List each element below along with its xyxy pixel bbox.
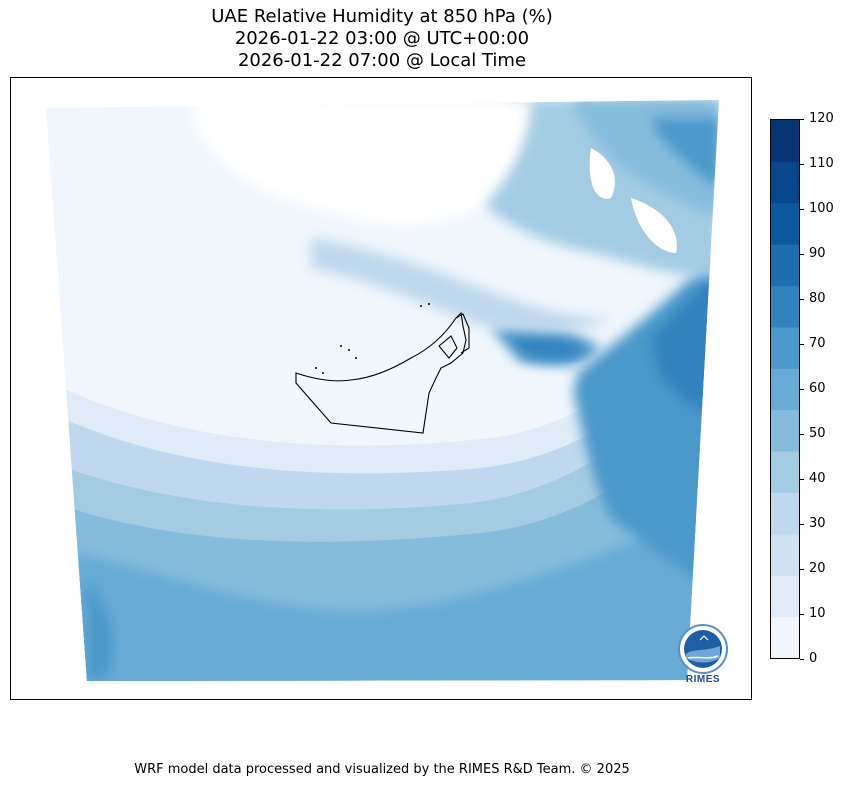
colorbar-bin [771, 326, 799, 369]
footer-credit: WRF model data processed and visualized … [134, 762, 630, 777]
island-markers [315, 303, 430, 374]
tick-label: 10 [809, 606, 826, 621]
tick-mark [800, 434, 804, 435]
tick-label: 70 [809, 336, 826, 351]
domain-field [46, 100, 719, 681]
tick-mark [800, 299, 804, 300]
tick-mark [800, 524, 804, 525]
tick-mark [800, 164, 804, 165]
rimes-logo-text: RIMES [685, 674, 721, 685]
tick-mark [800, 614, 804, 615]
tick-label: 120 [809, 111, 834, 126]
colorbar [770, 119, 800, 659]
colorbar-bin [771, 368, 799, 411]
title-line-variable: UAE Relative Humidity at 850 hPa (%) [211, 6, 553, 27]
tick-mark [800, 209, 804, 210]
tick-mark [800, 389, 804, 390]
tick-label: 100 [809, 201, 834, 216]
colorbar-bin [771, 161, 799, 204]
colorbar-bin [771, 533, 799, 576]
tick-mark [800, 659, 804, 660]
colorbar-bin [771, 492, 799, 535]
tick-label: 40 [809, 471, 826, 486]
rimes-logo: RIMES [674, 622, 732, 688]
colorbar-bin [771, 409, 799, 452]
colorbar-bin [771, 285, 799, 328]
humidity-map [46, 100, 719, 681]
tick-label: 60 [809, 381, 826, 396]
tick-label: 30 [809, 516, 826, 531]
tick-label: 20 [809, 561, 826, 576]
tick-mark [800, 569, 804, 570]
colorbar-bin [771, 451, 799, 493]
tick-mark [800, 344, 804, 345]
tick-mark [800, 254, 804, 255]
tick-label: 0 [809, 651, 818, 666]
colorbar-bin [771, 616, 799, 658]
colorbar-bin [771, 244, 799, 287]
chart-title: UAE Relative Humidity at 850 hPa (%) 202… [0, 6, 764, 72]
title-line-local-time: 2026-01-22 07:00 @ Local Time [237, 50, 527, 71]
map-panel [10, 77, 752, 700]
tick-mark [800, 119, 804, 120]
country-borders [295, 311, 470, 434]
tick-label: 50 [809, 426, 826, 441]
colorbar-bin [771, 575, 799, 618]
tick-label: 110 [809, 156, 834, 171]
title-line-utc-time: 2026-01-22 03:00 @ UTC+00:00 [234, 28, 530, 49]
tick-mark [800, 479, 804, 480]
colorbar-ticks: 0 10 20 30 40 50 60 70 80 90 100 110 120 [800, 111, 844, 666]
tick-label: 90 [809, 246, 826, 261]
tick-label: 80 [809, 291, 826, 306]
colorbar-bin [771, 120, 799, 162]
colorbar-bins [771, 120, 799, 658]
colorbar-bin [771, 202, 799, 245]
rimes-emblem-icon [678, 624, 728, 674]
